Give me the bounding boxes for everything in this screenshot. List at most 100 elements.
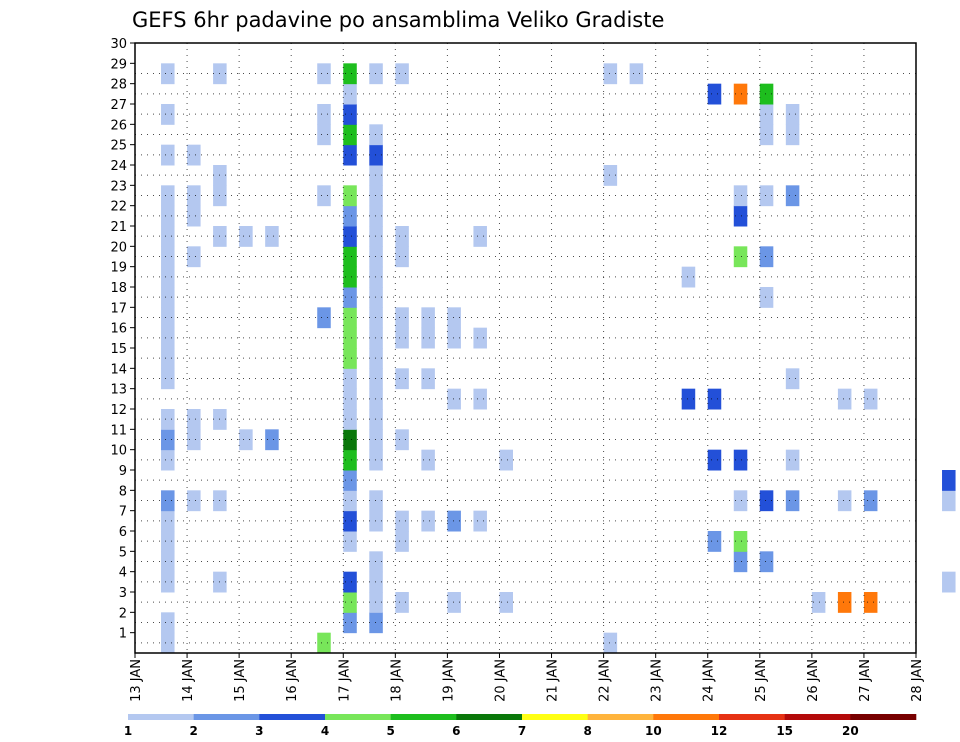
heatmap-cell-m13 — [707, 388, 722, 410]
heatmap-cell-m7 — [343, 510, 357, 532]
colorbar-swatch — [653, 714, 720, 720]
heatmap-cell-m19 — [681, 266, 696, 288]
y-tick-label: 9 — [119, 464, 127, 479]
x-tick-label: 16 JAN — [285, 659, 300, 702]
heatmap-cell-m22 — [369, 205, 383, 227]
heatmap-cell-m13 — [473, 388, 487, 410]
heatmap-cell-m3 — [863, 592, 878, 613]
heatmap-cell-m7 — [421, 510, 435, 532]
x-tick-label: 23 JAN — [650, 659, 665, 702]
heatmap-cell-m3 — [343, 592, 357, 613]
y-tick-label: 26 — [110, 118, 127, 133]
y-tick-label: 24 — [110, 159, 127, 174]
heatmap-cell-m4 — [942, 571, 956, 593]
heatmap-cell-m8 — [837, 490, 852, 512]
heatmap-cell-m5 — [759, 551, 774, 573]
y-tick-label: 27 — [110, 98, 127, 113]
heatmap-cell-m6 — [395, 531, 409, 552]
colorbar: 1 2 3 4 5 6 7 8 10 12 15 20 — [124, 714, 917, 738]
colorbar-swatch — [587, 714, 654, 720]
colorbar-label: 1 — [124, 724, 132, 738]
heatmap-cell-m15 — [369, 348, 383, 369]
y-tick-label: 20 — [110, 240, 127, 255]
heatmap-cell-m9 — [942, 470, 956, 491]
x-tick-label: 21 JAN — [546, 659, 561, 702]
heatmap-cell-m21 — [395, 226, 409, 247]
heatmap-cell-m14 — [369, 368, 383, 390]
heatmap-cell-m22 — [161, 205, 175, 227]
heatmap-cell-m23 — [161, 185, 175, 207]
colorbar-swatch — [522, 714, 588, 720]
heatmap-cell-m1 — [603, 632, 618, 654]
heatmap-cell-m26 — [759, 124, 774, 146]
heatmap-cell-m20 — [161, 246, 175, 268]
heatmap-cell-m10 — [707, 449, 722, 471]
heatmap-cell-m20 — [187, 246, 201, 268]
colorbar-swatch — [193, 714, 260, 720]
colorbar-label: 2 — [189, 724, 197, 738]
heatmap-cell-m22 — [343, 205, 357, 227]
heatmap-cell-m3 — [447, 592, 461, 613]
heatmap-cell-m3 — [811, 592, 826, 613]
heatmap-cell-m18 — [161, 287, 175, 308]
y-tick-label: 21 — [110, 220, 127, 235]
heatmap-cell-m27 — [759, 104, 774, 125]
heatmap-cell-m26 — [369, 124, 383, 146]
heatmap-cell-m1 — [317, 632, 331, 654]
y-tick-label: 16 — [110, 322, 127, 337]
heatmap-cell-m10 — [421, 449, 435, 471]
heatmap-cell-m11 — [161, 429, 175, 451]
heatmap-cell-m7 — [369, 510, 383, 532]
heatmap-cell-m23 — [187, 185, 201, 207]
heatmap-cell-m8 — [161, 490, 175, 512]
heatmap-cell-m7 — [161, 510, 175, 532]
x-tick-label: 28 JAN — [910, 659, 925, 702]
heatmap-cell-m6 — [707, 531, 722, 552]
heatmap-cell-m21 — [473, 226, 487, 247]
heatmap-cell-m16 — [161, 327, 175, 349]
y-tick-label: 4 — [119, 566, 127, 581]
heatmap-cell-m17 — [369, 307, 383, 329]
heatmap-cell-m27 — [317, 104, 331, 125]
x-tick-label: 17 JAN — [337, 659, 352, 702]
heatmap-cell-m12 — [343, 409, 357, 430]
y-tick-label: 29 — [110, 57, 127, 72]
heatmap-cell-m16 — [369, 327, 383, 349]
heatmap-cell-m8 — [759, 490, 774, 512]
grid-lines — [135, 43, 916, 653]
x-tick-label: 18 JAN — [389, 659, 404, 702]
heatmap-cell-m11 — [265, 429, 279, 451]
heatmap-cell-m20 — [369, 246, 383, 268]
heatmap-cell-m29 — [369, 63, 383, 85]
heatmap-cell-m20 — [395, 246, 409, 268]
colorbar-swatch — [850, 714, 917, 720]
x-axis: 13 JAN 14 JAN 15 JAN 16 JAN 17 JAN 18 JAN 19 J… — [129, 653, 925, 702]
heatmap-cell-m8 — [369, 490, 383, 512]
x-tick-label: 25 JAN — [754, 659, 769, 702]
heatmap-cell-m5 — [733, 551, 748, 573]
y-tick-label: 1 — [119, 627, 127, 642]
colorbar-swatch — [325, 714, 391, 720]
heatmap-cell-m21 — [265, 226, 279, 247]
heatmap-cell-m6 — [733, 531, 748, 552]
heatmap-cell-m15 — [161, 348, 175, 369]
heatmap-cell-m2 — [369, 612, 383, 634]
colorbar-label: 4 — [321, 724, 329, 738]
heatmap-cell-m19 — [343, 266, 357, 288]
heatmap-cell-m16 — [343, 327, 357, 349]
y-tick-label: 30 — [110, 37, 127, 52]
heatmap-cell-m2 — [343, 612, 357, 634]
x-tick-label: 20 JAN — [493, 659, 508, 702]
heatmap-cell-m27 — [343, 104, 357, 125]
heatmap-cell-m8 — [733, 490, 748, 512]
y-tick-label: 22 — [110, 200, 127, 215]
heatmap-cell-m13 — [681, 388, 696, 410]
colorbar-swatch — [128, 714, 194, 720]
heatmap-cell-m6 — [161, 531, 175, 552]
heatmap-cell-m28 — [343, 83, 357, 105]
heatmap-cell-m3 — [837, 592, 852, 613]
heatmap-cell-m23 — [785, 185, 800, 207]
heatmap-cell-m8 — [343, 490, 357, 512]
heatmap-cell-m19 — [161, 266, 175, 288]
heatmap-cell-m8 — [187, 490, 201, 512]
